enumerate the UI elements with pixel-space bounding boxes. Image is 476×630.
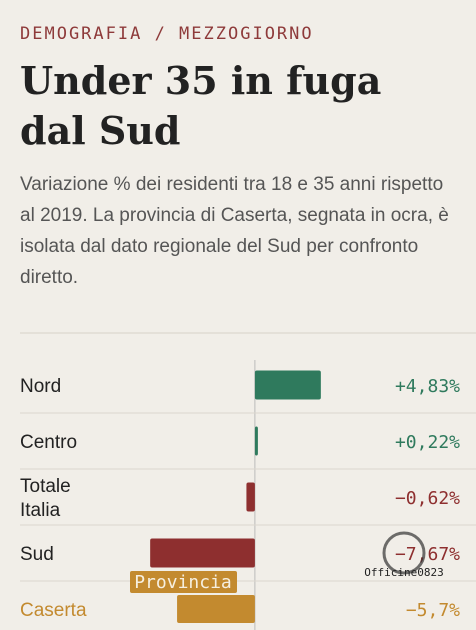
watermark: Officine0823 [364,566,443,579]
badge: Provincia [134,572,232,593]
bar [254,370,321,400]
text-line: Under 35 in fuga [20,58,381,103]
badge-bg [130,571,237,593]
value-label: −5,7% [406,600,460,621]
category-label: Centro [20,432,77,453]
bar [177,595,255,623]
value-label: +0,22% [395,432,460,453]
bar [254,426,258,456]
text-line: dal Sud [20,108,181,153]
watermark-logo [382,531,426,575]
kicker: DEMOGRAFIA / MEZZOGIORNO [20,24,314,44]
category-label: Caserta [20,600,87,621]
bar [150,538,255,568]
category-label: Totale Italia [20,476,71,521]
category-label: Nord [20,376,61,397]
text-line: diretto. [20,267,78,288]
text-line: Totale [20,476,71,497]
text-line: isolata dal dato regionale del Sud per c… [20,236,418,257]
text-line: Italia [20,500,61,521]
text-line: Variazione % dei residenti tra 18 e 35 a… [20,174,443,195]
category-label: Sud [20,544,54,565]
bar [246,482,255,512]
chart-title: Under 35 in fuga dal Sud [20,58,381,153]
value-label: +4,83% [395,376,460,397]
text-line: al 2019. La provincia di Caserta, segnat… [20,205,449,226]
value-label: −7,67% [395,544,460,565]
chart-subtitle: Variazione % dei residenti tra 18 e 35 a… [20,174,449,288]
value-label: −0,62% [395,488,460,509]
